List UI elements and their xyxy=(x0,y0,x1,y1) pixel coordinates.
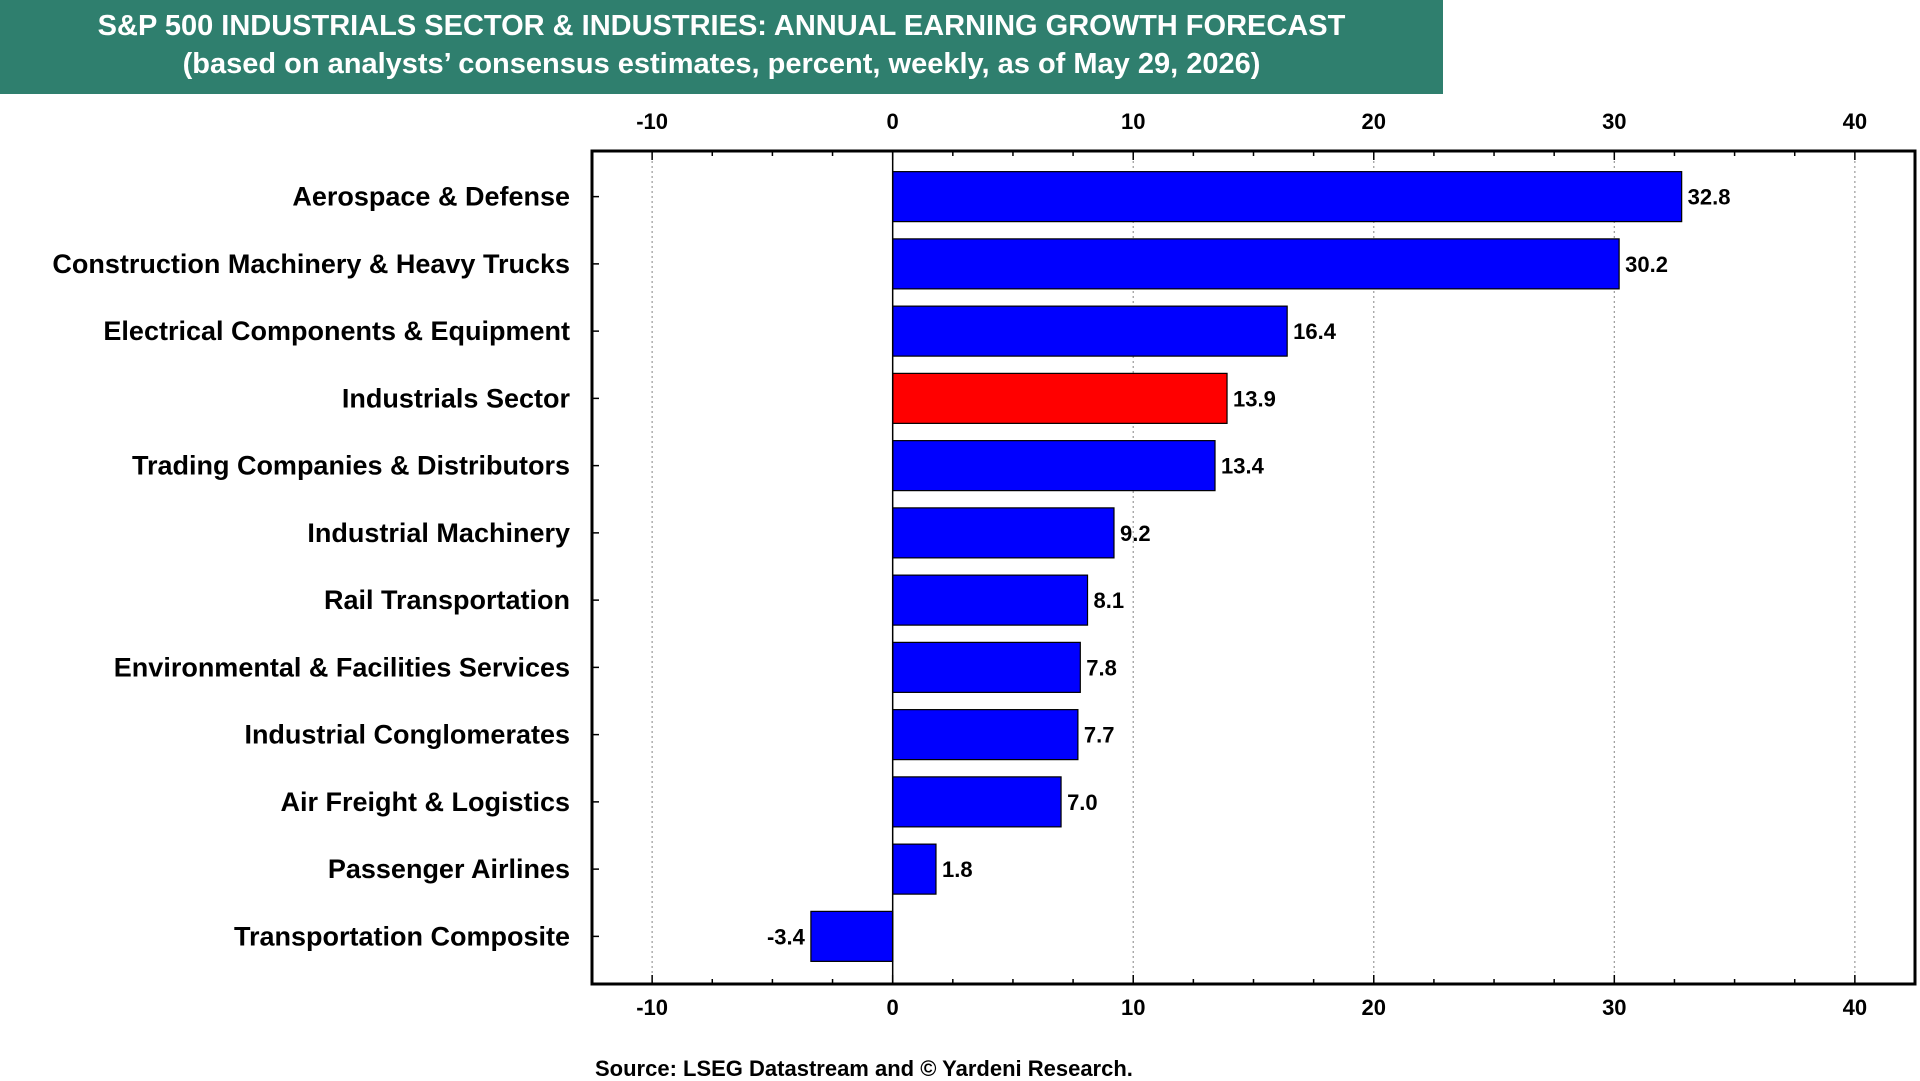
bar xyxy=(892,776,1062,828)
x-tick-label-bottom: 30 xyxy=(1602,995,1626,1020)
grid-lines xyxy=(651,151,1856,984)
x-tick-label-bottom: 0 xyxy=(887,995,899,1020)
bar xyxy=(892,574,1089,626)
value-label: 30.2 xyxy=(1625,252,1668,277)
category-label: Industrial Conglomerates xyxy=(244,720,570,750)
value-label: 13.4 xyxy=(1221,454,1265,479)
bar xyxy=(892,641,1081,693)
category-label: Rail Transportation xyxy=(324,585,570,615)
category-label: Aerospace & Defense xyxy=(292,182,570,212)
value-label: 1.8 xyxy=(942,857,973,882)
bar xyxy=(892,238,1620,290)
bar xyxy=(892,440,1216,492)
category-label: Industrial Machinery xyxy=(307,518,570,548)
value-label: 7.0 xyxy=(1067,790,1098,815)
category-label: Electrical Components & Equipment xyxy=(103,316,570,346)
bar xyxy=(892,305,1288,357)
value-label: 8.1 xyxy=(1094,588,1125,613)
x-tick-label-top: 40 xyxy=(1843,109,1867,134)
value-label: -3.4 xyxy=(767,924,806,949)
bar-highlight xyxy=(892,372,1228,424)
category-label: Passenger Airlines xyxy=(328,854,570,884)
value-label: 7.8 xyxy=(1086,655,1117,680)
x-tick-label-top: -10 xyxy=(636,109,668,134)
x-tick-label-bottom: -10 xyxy=(636,995,668,1020)
bar xyxy=(892,507,1115,559)
x-tick-label-bottom: 20 xyxy=(1362,995,1386,1020)
labels: -10 -10 0 0 10 10 20 20 30 30 40 40 Aerospace & Defe… xyxy=(52,109,1867,1020)
category-label: Environmental & Facilities Services xyxy=(114,652,570,682)
x-tick-label-top: 20 xyxy=(1362,109,1386,134)
bar xyxy=(892,709,1079,761)
category-label: Air Freight & Logistics xyxy=(280,787,570,817)
chart-subtitle: (based on analysts’ consensus estimates,… xyxy=(182,48,1261,80)
x-tick-label-top: 30 xyxy=(1602,109,1626,134)
bar xyxy=(892,171,1683,223)
value-label: 32.8 xyxy=(1688,185,1731,210)
chart-title: S&P 500 INDUSTRIALS SECTOR & INDUSTRIES:… xyxy=(97,10,1346,42)
category-label: Construction Machinery & Heavy Trucks xyxy=(52,249,570,279)
plot-frame xyxy=(590,149,1917,986)
bar xyxy=(810,910,894,962)
title-banner: S&P 500 INDUSTRIALS SECTOR & INDUSTRIES:… xyxy=(0,0,1443,94)
bars xyxy=(810,171,1683,962)
value-label: 16.4 xyxy=(1293,319,1337,344)
value-label: 7.7 xyxy=(1084,723,1115,748)
x-tick-label-bottom: 10 xyxy=(1121,995,1145,1020)
bar xyxy=(892,843,937,895)
source-note: Source: LSEG Datastream and © Yardeni Re… xyxy=(595,1056,1133,1081)
category-label: Transportation Composite xyxy=(234,921,570,951)
x-tick-label-bottom: 40 xyxy=(1843,995,1867,1020)
category-label: Industrials Sector xyxy=(342,383,571,413)
x-tick-label-top: 0 xyxy=(887,109,899,134)
value-label: 13.9 xyxy=(1233,386,1276,411)
category-label: Trading Companies & Distributors xyxy=(132,451,570,481)
value-label: 9.2 xyxy=(1120,521,1151,546)
x-tick-label-top: 10 xyxy=(1121,109,1145,134)
